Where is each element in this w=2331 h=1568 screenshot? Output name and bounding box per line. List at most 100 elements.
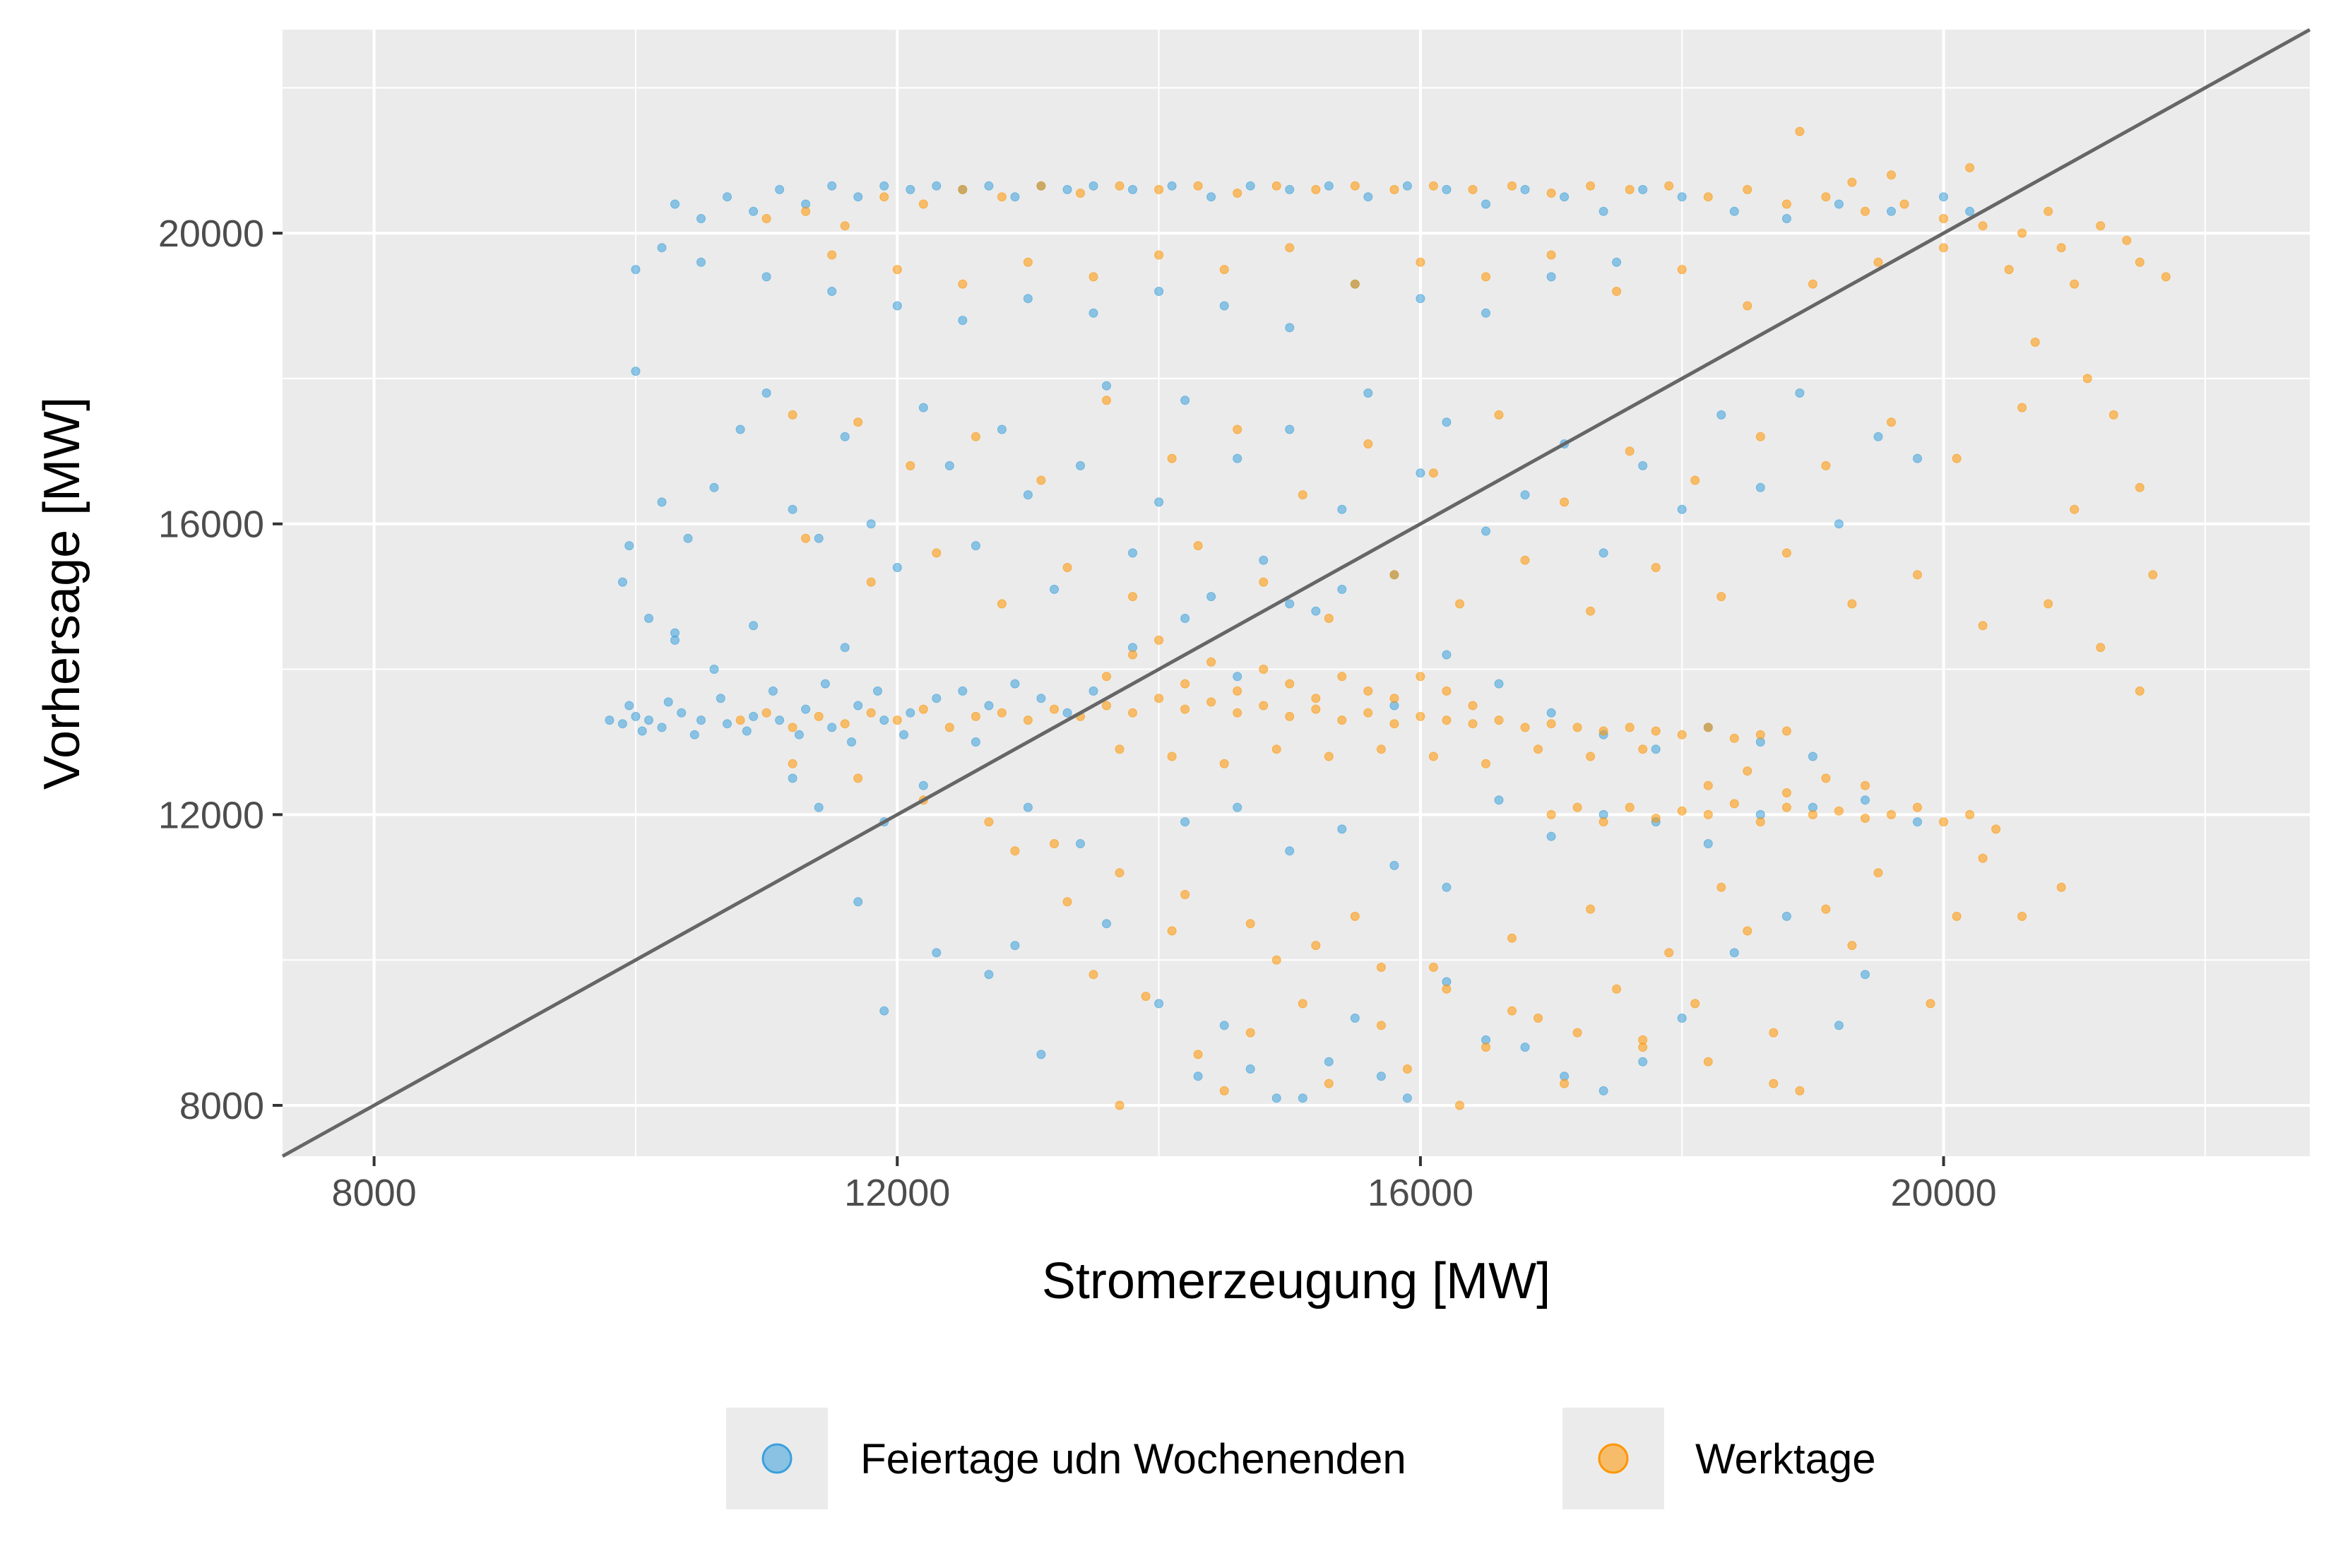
point-workdays <box>1978 853 1988 863</box>
point-workdays <box>853 417 863 427</box>
point-holidays <box>761 388 771 398</box>
point-holidays <box>932 948 942 958</box>
point-workdays <box>1233 424 1242 434</box>
point-workdays <box>1716 592 1726 602</box>
point-workdays <box>1743 301 1752 311</box>
legend: Feiertage udn Wochenenden Werktage <box>726 1408 1876 1509</box>
point-holidays <box>984 701 994 711</box>
point-holidays <box>723 719 732 729</box>
point-holidays <box>775 715 785 725</box>
legend-marker-workdays <box>1598 1443 1629 1474</box>
point-workdays <box>1428 181 1438 191</box>
point-workdays <box>1546 719 1556 729</box>
point-workdays <box>997 708 1007 718</box>
point-workdays <box>1180 679 1190 689</box>
point-holidays <box>1128 548 1137 558</box>
point-workdays <box>1389 694 1399 703</box>
point-workdays <box>1167 453 1177 463</box>
point-workdays <box>1520 555 1530 565</box>
point-holidays <box>1128 184 1137 194</box>
point-workdays <box>1821 192 1831 202</box>
point-holidays <box>1324 181 1334 191</box>
point-workdays <box>2030 338 2040 347</box>
point-workdays <box>1507 1006 1517 1016</box>
point-workdays <box>1887 809 1896 819</box>
point-workdays <box>1233 189 1242 198</box>
point-workdays <box>1115 1100 1125 1110</box>
point-holidays <box>1102 381 1111 391</box>
point-workdays <box>1350 181 1360 191</box>
point-workdays <box>1546 250 1556 260</box>
point-holidays <box>716 694 725 703</box>
point-workdays <box>1638 1035 1648 1045</box>
point-holidays <box>1651 744 1661 754</box>
point-holidays <box>788 504 797 514</box>
point-workdays <box>1494 715 1504 725</box>
point-workdays <box>1468 701 1478 711</box>
point-holidays <box>1219 301 1229 311</box>
point-workdays <box>1847 599 1857 609</box>
point-workdays <box>1311 184 1321 194</box>
point-holidays <box>1076 839 1085 848</box>
point-holidays <box>1180 817 1190 827</box>
point-workdays <box>1586 904 1596 914</box>
point-holidays <box>1167 181 1177 191</box>
point-holidays <box>1716 410 1726 420</box>
point-workdays <box>1808 809 1817 819</box>
point-holidays <box>1089 308 1098 318</box>
point-workdays <box>2161 272 2171 282</box>
point-holidays <box>1337 824 1347 834</box>
point-holidays <box>617 577 627 587</box>
point-holidays <box>1494 795 1504 805</box>
point-holidays <box>1677 504 1687 514</box>
point-workdays <box>1703 780 1713 790</box>
point-workdays <box>840 719 850 729</box>
point-holidays <box>1050 584 1059 594</box>
point-workdays <box>1690 475 1700 485</box>
point-holidays <box>1442 650 1452 660</box>
point-holidays <box>624 541 634 551</box>
point-holidays <box>1755 482 1765 492</box>
point-holidays <box>1154 999 1164 1009</box>
point-holidays <box>1703 839 1713 848</box>
point-workdays <box>1193 541 1203 551</box>
point-holidays <box>1638 1057 1648 1067</box>
point-workdays <box>1455 1100 1464 1110</box>
point-holidays <box>1271 1093 1281 1103</box>
point-workdays <box>1847 941 1857 951</box>
point-workdays <box>1311 941 1321 951</box>
point-workdays <box>1586 606 1596 616</box>
point-holidays <box>709 665 719 674</box>
point-holidays <box>696 257 706 267</box>
point-workdays <box>1245 1028 1255 1038</box>
point-holidays <box>1834 199 1844 209</box>
point-holidays <box>1416 294 1425 304</box>
point-holidays <box>788 773 797 783</box>
x-tick-label: 20000 <box>1890 1172 1996 1214</box>
point-workdays <box>1560 497 1570 507</box>
point-workdays <box>1115 744 1125 754</box>
point-workdays <box>1978 221 1988 231</box>
point-workdays <box>1625 802 1635 812</box>
point-workdays <box>2017 228 2027 238</box>
point-workdays <box>1952 911 1962 921</box>
point-workdays <box>1271 181 1281 191</box>
point-workdays <box>1795 126 1805 136</box>
point-workdays <box>1507 181 1517 191</box>
point-workdays <box>1821 773 1831 783</box>
point-holidays <box>1233 802 1242 812</box>
point-holidays <box>768 686 778 696</box>
point-workdays <box>1050 704 1059 714</box>
point-workdays <box>1416 711 1425 721</box>
point-workdays <box>1887 417 1896 427</box>
point-holidays <box>827 723 837 732</box>
point-workdays <box>1546 809 1556 819</box>
point-holidays <box>1677 192 1687 202</box>
x-axis-ticks: 8000 12000 16000 20000 <box>332 1156 1997 1214</box>
point-workdays <box>1703 723 1713 732</box>
point-holidays <box>624 701 634 711</box>
point-workdays <box>1887 170 1896 180</box>
point-holidays <box>906 184 915 194</box>
point-workdays <box>2004 265 2014 275</box>
